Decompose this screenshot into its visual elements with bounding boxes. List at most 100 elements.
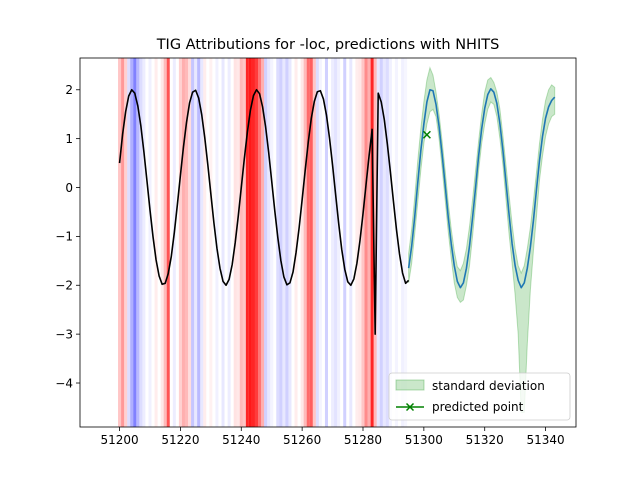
attribution-band-10: [154, 58, 158, 427]
attribution-band-2: [124, 58, 128, 427]
attribution-band-45: [288, 58, 292, 427]
attribution-band-3: [127, 58, 131, 427]
attribution-band-18: [188, 58, 192, 427]
attribution-band-5: [133, 58, 137, 427]
attribution-band-65: [370, 58, 374, 427]
attribution-band-38: [264, 58, 268, 427]
attribution-band-71: [388, 58, 392, 427]
x-axis: 51200 51220 51240 51260 51280 51300 51320 51340: [100, 427, 565, 447]
attribution-band-52: [315, 58, 319, 427]
attribution-band-16: [181, 58, 185, 427]
attribution-band-1: [121, 58, 125, 427]
attribution-band-14: [172, 58, 176, 427]
attribution-band-35: [254, 58, 259, 427]
legend-marker-point: [405, 402, 415, 412]
legend-frame: [388, 372, 571, 421]
attribution-band-44: [285, 58, 289, 427]
attribution-bands: [118, 58, 407, 427]
attribution-band-50: [309, 58, 313, 427]
x-tick-label-1: 51220: [161, 433, 199, 447]
legend-label-point: predicted point: [432, 400, 524, 414]
attribution-band-59: [349, 58, 353, 427]
x-tick-label-6: 51320: [466, 433, 504, 447]
attribution-band-68: [379, 58, 383, 427]
predicted-point-marker: [422, 130, 431, 139]
x-tick-label-0: 51200: [100, 433, 138, 447]
attribution-band-12: [163, 58, 167, 427]
x-tick-label-7: 51340: [526, 433, 564, 447]
attribution-band-47: [300, 58, 304, 427]
attribution-band-21: [197, 58, 201, 427]
attribution-band-54: [324, 58, 328, 427]
attribution-band-40: [270, 58, 274, 427]
attribution-band-23: [203, 58, 207, 427]
y-tick-label-4: −2: [55, 279, 73, 293]
y-axis: 2 1 0 −1 −2 −3 −4: [55, 83, 80, 390]
y-tick-label-3: −1: [55, 230, 73, 244]
attribution-band-19: [191, 58, 195, 427]
attribution-band-37: [261, 58, 265, 427]
axes-frame: [79, 57, 577, 428]
attribution-band-46: [294, 58, 298, 427]
attribution-band-49: [306, 58, 310, 427]
std-deviation-band: [408, 66, 556, 413]
chart-title: TIG Attributions for -loc, predictions w…: [156, 37, 500, 53]
attribution-band-64: [367, 58, 371, 427]
x-tick-label-3: 51260: [283, 433, 321, 447]
std-band-layer: [408, 66, 556, 413]
attribution-band-27: [227, 58, 231, 427]
attribution-band-58: [343, 58, 347, 427]
attribution-band-69: [382, 58, 386, 427]
attribution-band-72: [394, 58, 398, 427]
attribution-band-4: [130, 58, 134, 427]
attribution-band-70: [385, 58, 389, 427]
forecast-line: [407, 87, 556, 289]
y-tick-label-5: −3: [55, 327, 73, 341]
attribution-band-6: [136, 58, 140, 427]
attribution-band-43: [282, 58, 286, 427]
x-tick-label-2: 51240: [222, 433, 260, 447]
predicted-point-stroke-b: [422, 130, 431, 139]
attribution-band-13: [166, 58, 170, 427]
plot-area: [118, 58, 556, 427]
attribution-band-33: [248, 58, 252, 427]
attribution-band-30: [239, 58, 243, 427]
attribution-band-53: [318, 58, 322, 427]
attribution-band-17: [184, 58, 189, 427]
attribution-band-36: [258, 58, 262, 427]
attribution-band-15: [178, 58, 182, 427]
attribution-band-62: [361, 58, 365, 427]
y-tick-label-1: 1: [65, 132, 73, 146]
attribution-band-32: [245, 58, 249, 427]
attribution-band-48: [303, 58, 307, 427]
legend-swatch-std: [395, 379, 425, 391]
attribution-band-63: [364, 58, 368, 427]
attribution-band-57: [337, 58, 341, 427]
attribution-band-31: [242, 58, 246, 427]
attribution-band-11: [160, 58, 164, 427]
attribution-band-60: [355, 58, 359, 427]
attribution-band-39: [267, 58, 271, 427]
attribution-band-7: [139, 58, 143, 427]
legend: standard deviation predicted point: [388, 372, 571, 421]
attribution-band-67: [376, 58, 380, 427]
attribution-band-51: [312, 58, 316, 427]
attribution-band-42: [279, 58, 283, 427]
attribution-band-29: [236, 58, 240, 427]
attribution-band-8: [142, 58, 146, 427]
attribution-band-74: [404, 58, 407, 427]
history-line: [118, 88, 410, 335]
y-tick-label-6: −4: [55, 376, 73, 390]
attribution-band-55: [331, 58, 335, 427]
series-lines: [118, 87, 556, 335]
attribution-band-0: [118, 58, 122, 427]
attribution-band-34: [251, 58, 255, 427]
attribution-band-56: [334, 58, 338, 427]
attribution-band-20: [194, 58, 198, 427]
y-tick-label-0: 2: [65, 83, 73, 97]
x-tick-label-5: 51300: [405, 433, 443, 447]
legend-label-std: standard deviation: [432, 379, 545, 393]
attribution-band-9: [148, 58, 152, 427]
attribution-band-66: [373, 58, 377, 427]
attribution-band-22: [200, 58, 204, 427]
